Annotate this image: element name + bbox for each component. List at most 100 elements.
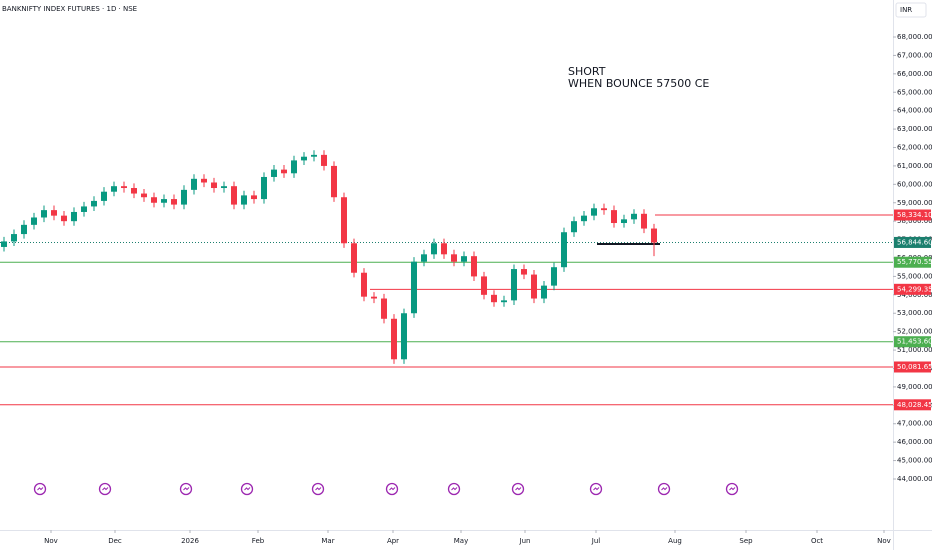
candle-body	[361, 272, 367, 297]
y-tick-label: 52,000.00	[897, 328, 932, 336]
event-icon-glyph	[515, 487, 522, 491]
y-tick-label: 47,000.00	[897, 420, 932, 428]
event-icon-glyph	[729, 487, 736, 491]
candle-body	[261, 176, 267, 200]
y-tick-label: 64,000.00	[897, 107, 932, 115]
candle-body	[111, 186, 117, 192]
candle-body	[421, 254, 427, 262]
x-tick-label: Jul	[591, 537, 601, 545]
candle-body	[311, 154, 317, 157]
annotation: WHEN BOUNCE 57500 CE	[568, 77, 709, 90]
price-label-box	[894, 209, 931, 221]
candle-body	[471, 256, 477, 277]
x-tick-label: Aug	[668, 537, 682, 545]
event-icon-glyph	[183, 487, 190, 491]
candle-body	[571, 221, 577, 233]
y-tick-label: 49,000.00	[897, 383, 932, 391]
candle-body	[101, 191, 107, 201]
candle-body	[211, 182, 217, 189]
event-icon-glyph	[315, 487, 322, 491]
candle-body	[371, 296, 377, 299]
y-tick-label: 62,000.00	[897, 144, 932, 152]
y-tick-label: 67,000.00	[897, 51, 932, 59]
x-tick-label: Sep	[739, 537, 753, 545]
candle-body	[131, 188, 137, 194]
y-tick-label: 68,000.00	[897, 33, 932, 41]
price-label: 56,844.60	[897, 238, 932, 246]
annotation: SHORT	[568, 65, 606, 78]
candle-body	[21, 224, 27, 235]
x-tick-label: Apr	[387, 537, 399, 545]
candle-body	[41, 210, 47, 218]
candle-body	[631, 213, 637, 220]
y-tick-label: 61,000.00	[897, 162, 932, 170]
candle-body	[251, 195, 257, 200]
candle-body	[71, 211, 77, 222]
y-tick-label: 63,000.00	[897, 125, 932, 133]
y-tick-label: 65,000.00	[897, 88, 932, 96]
candle-body	[201, 178, 207, 183]
candle-body	[451, 254, 457, 262]
candle-body	[241, 195, 247, 205]
candle-body	[551, 267, 557, 286]
candle-body	[151, 197, 157, 203]
y-tick-label: 58,000.00	[897, 217, 932, 225]
candle-body	[91, 200, 97, 207]
event-icon-glyph	[661, 487, 668, 491]
candle-body	[351, 243, 357, 273]
candle-body	[281, 169, 287, 174]
event-icon-glyph	[451, 487, 458, 491]
candle-body	[541, 285, 547, 299]
event-icon-glyph	[102, 487, 109, 491]
y-tick-label: 53,000.00	[897, 309, 932, 317]
x-tick-label: Jun	[519, 537, 531, 545]
y-tick-label: 51,000.00	[897, 346, 932, 354]
candle-body	[511, 269, 517, 301]
price-label-box	[894, 399, 931, 411]
candle-body	[431, 243, 437, 255]
candle-body	[191, 178, 197, 190]
y-tick-label: 66,000.00	[897, 70, 932, 78]
candle-body	[601, 208, 607, 211]
x-tick-label: Feb	[252, 537, 265, 545]
candle-body	[581, 215, 587, 222]
candle-body	[221, 186, 227, 189]
price-label: 54,299.35	[897, 285, 932, 293]
currency-box[interactable]	[895, 2, 927, 18]
candle-body	[411, 261, 417, 314]
x-tick-label: Nov	[44, 537, 58, 545]
y-tick-label: 44,000.00	[897, 475, 932, 483]
price-label: 51,453.60	[897, 338, 932, 346]
candle-body	[1, 241, 7, 247]
candle-body	[61, 215, 67, 222]
candle-body	[381, 298, 387, 319]
chart-title: BANKNIFTY INDEX FUTURES · 1D · NSE	[2, 5, 137, 13]
candle-body	[161, 199, 167, 203]
candle-body	[81, 206, 87, 212]
currency[interactable]: INR	[900, 6, 912, 14]
candle-body	[51, 210, 57, 216]
y-tick-label: 54,000.00	[897, 291, 932, 299]
candle-body	[391, 318, 397, 360]
price-label: 58,334.10	[897, 211, 932, 219]
candle-body	[231, 186, 237, 205]
candle-body	[341, 197, 347, 244]
y-tick-label: 46,000.00	[897, 438, 932, 446]
x-tick-label: May	[454, 537, 468, 545]
price-label: 50,081.65	[897, 363, 932, 371]
candle-body	[621, 219, 627, 224]
candle-body	[141, 193, 147, 198]
candle-body	[591, 208, 597, 216]
candle-body	[641, 213, 647, 229]
y-tick-label: 59,000.00	[897, 199, 932, 207]
candle-body	[501, 300, 507, 303]
candle-body	[481, 276, 487, 295]
candle-body	[611, 210, 617, 224]
event-icon-glyph	[389, 487, 396, 491]
candle-body	[11, 234, 17, 242]
candle-body	[31, 217, 37, 225]
candle-body	[271, 169, 277, 177]
x-tick-label: 2026	[181, 537, 199, 545]
candle-body	[331, 165, 337, 198]
